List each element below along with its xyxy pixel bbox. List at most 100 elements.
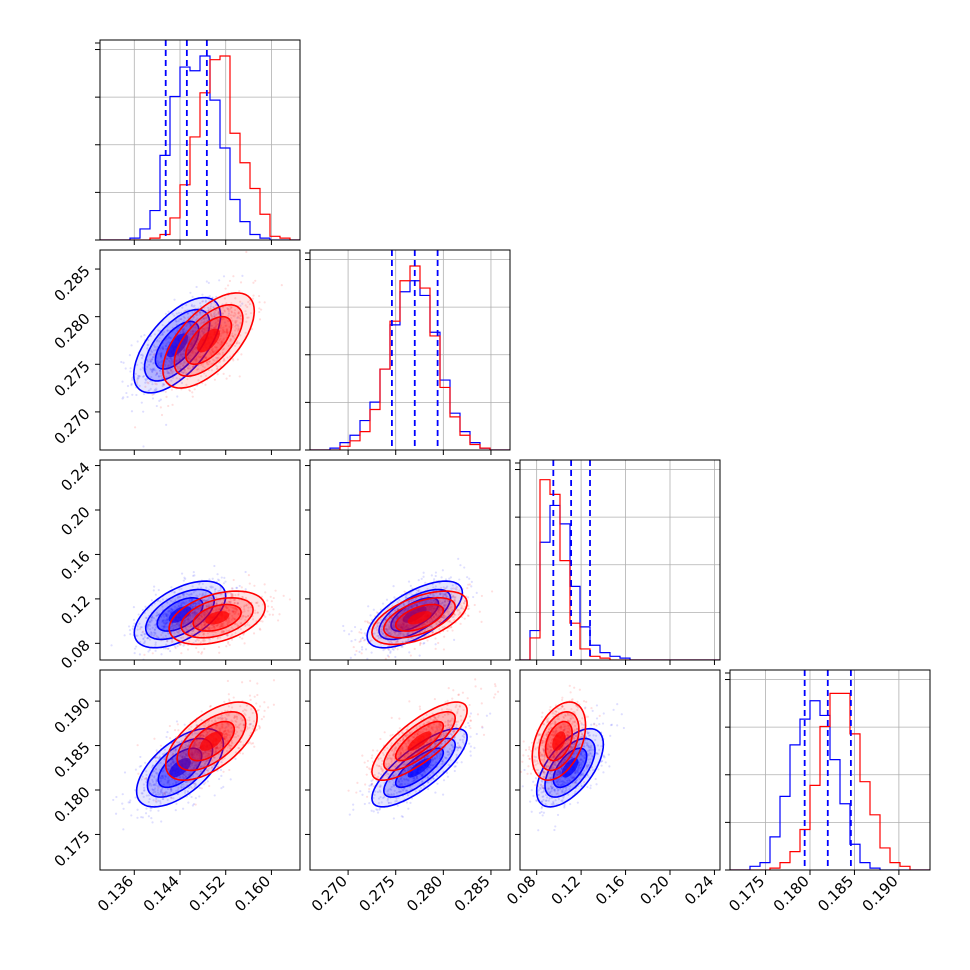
sample-point — [154, 623, 157, 626]
sample-point — [229, 339, 232, 343]
sample-point — [142, 630, 145, 633]
sample-point — [215, 349, 218, 352]
sample-point — [444, 600, 447, 603]
sample-point — [242, 718, 245, 721]
sample-point — [154, 388, 157, 391]
sample-point — [199, 770, 202, 773]
sample-point — [185, 627, 188, 631]
sample-point — [200, 616, 203, 619]
sample-point — [438, 611, 442, 614]
sample-point — [383, 635, 386, 638]
sample-point — [192, 570, 195, 574]
sample-point — [227, 705, 230, 708]
sample-point — [203, 611, 206, 614]
sample-point — [183, 618, 186, 622]
sample-point — [179, 317, 183, 321]
sample-point — [170, 369, 173, 372]
sample-point — [198, 600, 201, 603]
sample-point — [189, 324, 192, 327]
sample-point — [226, 284, 230, 287]
sample-point — [193, 610, 196, 614]
sample-point — [203, 599, 206, 602]
sample-point — [155, 778, 158, 781]
sample-point — [197, 367, 200, 371]
sample-point — [166, 787, 170, 791]
sample-point — [218, 339, 221, 342]
sample-point — [165, 621, 168, 624]
sample-point — [221, 624, 224, 627]
sample-point — [190, 795, 193, 799]
sample-point — [401, 626, 404, 629]
sample-point — [204, 383, 207, 386]
sample-point — [441, 616, 444, 619]
sample-point — [185, 383, 188, 386]
sample-point — [173, 728, 177, 732]
sample-point — [230, 306, 233, 309]
sample-point — [404, 594, 408, 597]
sample-point — [443, 593, 446, 596]
sample-point — [156, 772, 159, 775]
sample-point — [220, 716, 223, 719]
sample-point — [202, 633, 205, 636]
sample-point — [199, 313, 202, 316]
sample-point — [200, 710, 203, 713]
sample-point — [219, 334, 223, 337]
sample-point — [149, 809, 152, 812]
sample-point — [170, 379, 173, 382]
sample-point — [149, 380, 152, 383]
sample-point — [151, 764, 155, 767]
sample-point — [177, 367, 180, 370]
sample-point — [204, 750, 207, 754]
sample-point — [182, 622, 185, 625]
sample-point — [184, 621, 187, 624]
sample-point — [398, 622, 401, 625]
sample-point — [141, 792, 144, 795]
sample-point — [153, 353, 156, 356]
sample-point — [220, 714, 223, 717]
sample-point — [164, 390, 167, 393]
sample-point — [176, 645, 179, 648]
sample-point — [235, 319, 238, 323]
sample-point — [211, 349, 214, 352]
sample-point — [166, 781, 169, 784]
sample-point — [166, 601, 169, 604]
sample-point — [198, 352, 201, 356]
sample-point — [401, 632, 405, 636]
sample-point — [242, 633, 245, 636]
sample-point — [480, 594, 484, 598]
sample-point — [181, 364, 185, 367]
sample-point — [229, 730, 232, 733]
sample-point — [173, 761, 176, 764]
sample-point — [215, 746, 218, 750]
sample-point — [198, 356, 201, 359]
sample-point — [255, 601, 258, 605]
sample-point — [270, 600, 273, 603]
sample-point — [181, 807, 185, 810]
sample-point — [155, 772, 158, 775]
sample-point — [180, 786, 183, 789]
sample-point — [188, 599, 191, 603]
sample-point — [249, 606, 253, 609]
sample-point — [231, 633, 234, 636]
sample-point — [423, 602, 426, 605]
sample-point — [205, 361, 208, 364]
sample-point — [171, 376, 175, 379]
sample-point — [173, 298, 176, 301]
sample-point — [461, 606, 464, 610]
sample-point — [211, 358, 215, 361]
sample-point — [176, 365, 180, 369]
sample-point — [203, 614, 206, 617]
sample-point — [360, 646, 364, 649]
sample-point — [166, 779, 169, 782]
sample-point — [152, 617, 156, 620]
sample-point — [177, 319, 180, 323]
sample-point — [407, 639, 410, 642]
sample-point — [170, 608, 174, 611]
sample-point — [163, 792, 167, 795]
sample-point — [162, 614, 165, 617]
sample-point — [222, 326, 225, 329]
sample-point — [165, 625, 168, 628]
sample-point — [227, 312, 231, 315]
sample-point — [150, 350, 154, 354]
sample-point — [161, 620, 164, 624]
